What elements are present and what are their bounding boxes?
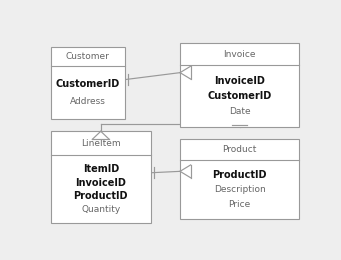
Text: Invoice: Invoice bbox=[223, 50, 256, 59]
Text: InvoiceID: InvoiceID bbox=[214, 76, 265, 86]
Bar bbox=[50, 47, 124, 119]
Text: Address: Address bbox=[70, 97, 105, 106]
Text: Quantity: Quantity bbox=[81, 205, 120, 214]
Text: Customer: Customer bbox=[65, 52, 109, 61]
Bar bbox=[180, 43, 299, 127]
Text: CustomerID: CustomerID bbox=[56, 79, 120, 89]
Text: Description: Description bbox=[213, 185, 265, 194]
Bar bbox=[180, 139, 299, 219]
Text: InvoiceID: InvoiceID bbox=[75, 178, 126, 187]
Text: Product: Product bbox=[222, 145, 257, 154]
Text: ProductID: ProductID bbox=[74, 191, 128, 201]
Text: LineItem: LineItem bbox=[81, 139, 121, 148]
Text: CustomerID: CustomerID bbox=[207, 91, 272, 101]
Bar bbox=[50, 131, 151, 223]
Text: ItemID: ItemID bbox=[83, 164, 119, 174]
Text: ProductID: ProductID bbox=[212, 170, 267, 180]
Text: Price: Price bbox=[228, 200, 251, 209]
Text: Date: Date bbox=[229, 107, 250, 116]
